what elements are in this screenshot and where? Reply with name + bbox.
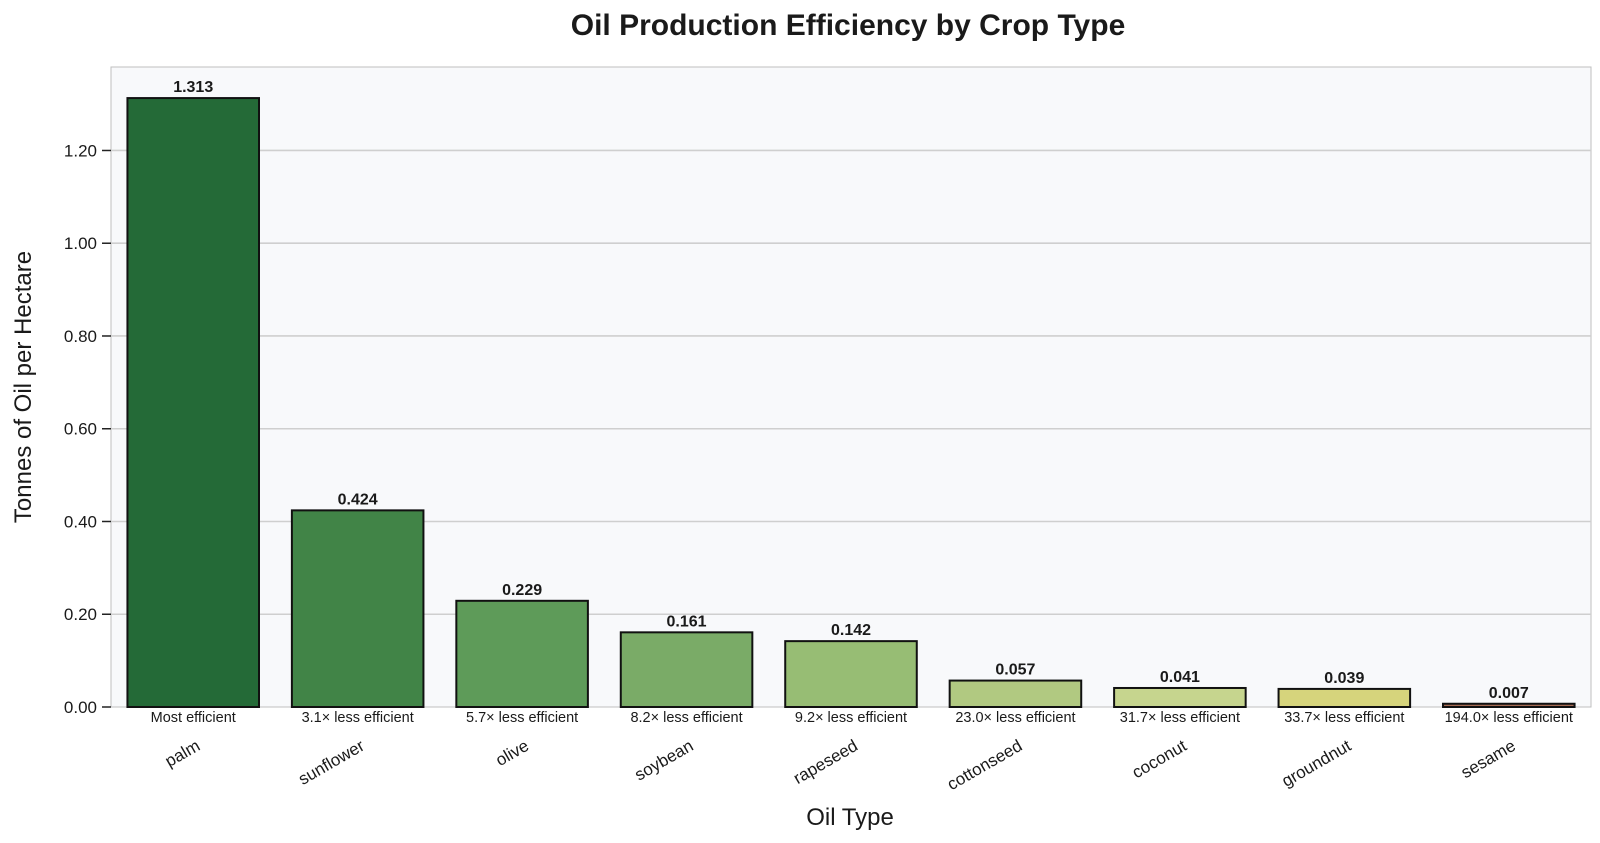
bar-sesame xyxy=(1442,702,1576,708)
x-axis: palm sunflower olive soybean rapeseed cottons… xyxy=(162,736,1519,794)
annotation-rapeseed: 9.2× less efficient xyxy=(795,710,907,726)
x-tick-label-cottonseed: cottonseed xyxy=(944,736,1026,794)
bar-sunflower xyxy=(290,509,425,708)
annotation-groundnut: 33.7× less efficient xyxy=(1284,710,1404,726)
chart-title: Oil Production Efficiency by Crop Type xyxy=(571,9,1126,42)
annotation-olive: 5.7× less efficient xyxy=(466,710,578,726)
x-tick-label-soybean: soybean xyxy=(631,736,696,785)
value-label-soybean: 0.161 xyxy=(667,613,707,630)
x-tick-label-sunflower: sunflower xyxy=(295,736,368,789)
annotation-cottonseed: 23.0× less efficient xyxy=(955,710,1075,726)
bars xyxy=(126,97,1576,709)
y-tick-label: 0.40 xyxy=(64,512,97,531)
x-tick-label-palm: palm xyxy=(162,736,203,771)
annotation-coconut: 31.7× less efficient xyxy=(1120,710,1240,726)
annotation-sunflower: 3.1× less efficient xyxy=(302,710,414,726)
y-axis-label: Tonnes of Oil per Hectare xyxy=(10,251,37,523)
bar-cottonseed xyxy=(948,679,1083,709)
y-tick-label: 0.60 xyxy=(64,420,97,439)
value-label-rapeseed: 0.142 xyxy=(831,622,871,639)
value-label-sesame: 0.007 xyxy=(1489,685,1529,702)
value-label-olive: 0.229 xyxy=(502,582,542,599)
bar-groundnut xyxy=(1277,687,1412,708)
bar-palm xyxy=(126,97,260,709)
bar-rapeseed xyxy=(784,640,918,708)
annotation-palm: Most efficient xyxy=(151,710,236,726)
value-label-cottonseed: 0.057 xyxy=(995,662,1035,679)
x-tick-label-sesame: sesame xyxy=(1458,736,1519,782)
value-label-groundnut: 0.039 xyxy=(1324,670,1364,687)
y-tick-label: 0.00 xyxy=(64,698,97,717)
y-tick-label: 0.80 xyxy=(64,327,97,346)
x-tick-label-groundnut: groundnut xyxy=(1279,736,1355,791)
bar-olive xyxy=(455,599,589,709)
value-label-coconut: 0.041 xyxy=(1160,669,1200,686)
bar-coconut xyxy=(1113,686,1247,709)
x-tick-label-coconut: coconut xyxy=(1129,736,1190,782)
bar-soybean xyxy=(619,631,754,708)
y-tick-label: 1.20 xyxy=(64,141,97,160)
efficiency-annotations: Most efficient 3.1× less efficient 5.7× le… xyxy=(151,710,1573,726)
value-label-sunflower: 0.424 xyxy=(338,491,378,508)
y-tick-label: 1.00 xyxy=(64,234,97,253)
value-label-palm: 1.313 xyxy=(173,79,213,96)
y-tick-label: 0.20 xyxy=(64,605,97,624)
value-labels: 1.313 0.424 0.229 0.161 0.142 0.057 0.041 0.039… xyxy=(173,79,1529,702)
x-axis-label: Oil Type xyxy=(806,804,894,831)
annotation-sesame: 194.0× less efficient xyxy=(1445,710,1573,726)
x-tick-label-olive: olive xyxy=(492,736,532,770)
y-axis: 0.00 0.20 0.40 0.60 0.80 1.00 1.20 xyxy=(64,141,111,717)
annotation-soybean: 8.2× less efficient xyxy=(630,710,742,726)
x-tick-label-rapeseed: rapeseed xyxy=(790,736,861,788)
